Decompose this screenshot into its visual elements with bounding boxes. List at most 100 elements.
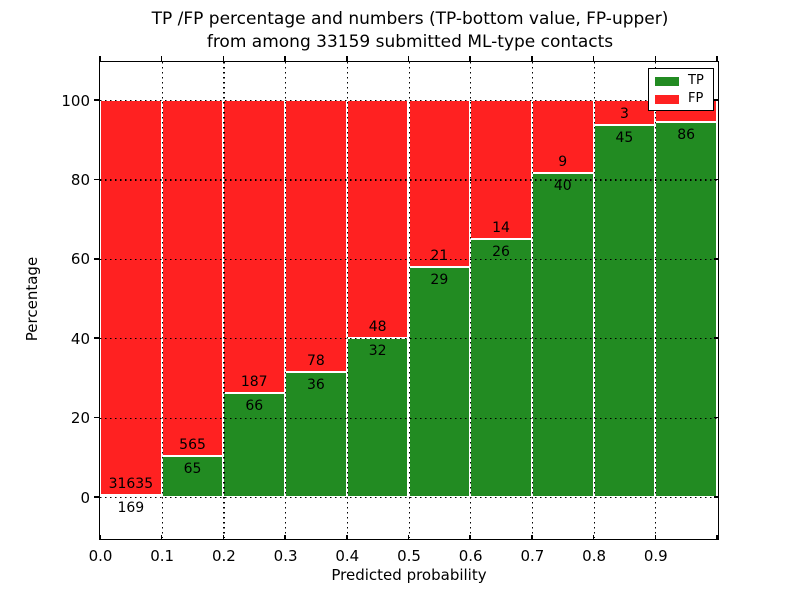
bar-segment-tp (655, 121, 717, 497)
fp-count-label: 3 (619, 105, 629, 122)
bar-segment-tp (408, 266, 471, 497)
x-tick-label: 0.8 (582, 547, 607, 565)
fp-count-label: 187 (240, 374, 268, 391)
y-tick-mark (93, 178, 99, 181)
chart-title-line1: TP /FP percentage and numbers (TP-bottom… (151, 9, 669, 29)
legend-item-fp: FP (655, 91, 713, 107)
y-tick-mark (93, 99, 99, 101)
y-tick-mark (93, 258, 99, 260)
x-tick-mark (654, 55, 657, 61)
gridline-vertical (470, 62, 472, 538)
gridline-vertical (593, 62, 595, 538)
y-tick-label: 80 (70, 170, 90, 189)
x-tick-mark (592, 55, 595, 61)
x-tick-mark (716, 534, 718, 540)
y-tick-mark (93, 337, 99, 339)
gridline-vertical (408, 62, 410, 538)
y-tick-mark (713, 416, 719, 419)
plot-area: TP FP 31635 169 565 65 187 66 78 36 48 32 21 29 14 26… (93, 55, 719, 540)
x-tick-label: 0.4 (335, 547, 360, 565)
gridline-vertical (285, 62, 287, 538)
fp-count-label: 78 (307, 352, 325, 369)
y-tick-mark (713, 178, 719, 181)
x-tick-mark (469, 55, 471, 61)
y-tick-mark (713, 337, 719, 339)
tp-count-label: 45 (615, 129, 634, 146)
bar-segment-tp (531, 173, 594, 497)
x-tick-mark (346, 55, 348, 61)
gridline-vertical (531, 62, 534, 538)
x-tick-label: 0.6 (458, 547, 483, 565)
x-tick-mark (346, 534, 348, 540)
x-tick-label: 0.5 (397, 547, 421, 565)
tp-count-label: 26 (492, 243, 510, 260)
bar-segment-fp (593, 100, 656, 125)
x-tick-mark (592, 534, 595, 540)
gridline-vertical (346, 62, 348, 538)
bar-segment-tp (100, 495, 162, 497)
x-tick-mark (531, 55, 533, 61)
y-tick-label: 60 (70, 250, 90, 269)
x-tick-mark (284, 55, 286, 61)
y-tick-mark (93, 496, 99, 498)
bar-segment-tp (470, 238, 532, 497)
y-tick-label: 40 (70, 329, 90, 348)
legend-item-tp: TP (655, 73, 713, 89)
y-tick-mark (93, 416, 99, 419)
fp-count-label: 21 (430, 247, 449, 264)
bar-segment-fp (285, 100, 347, 372)
y-tick-mark (713, 258, 719, 260)
tp-count-label: 169 (117, 500, 145, 516)
y-axis-title: Percentage (23, 256, 41, 342)
x-tick-label: 0.1 (150, 547, 175, 565)
x-tick-mark (99, 55, 101, 61)
x-tick-mark (531, 534, 533, 540)
tp-count-label: 65 (183, 461, 202, 478)
bar-segment-tp (161, 456, 224, 497)
bar-segment-fp (161, 100, 224, 457)
tp-count-label: 29 (430, 271, 449, 288)
tp-count-label: 40 (553, 178, 572, 195)
gridline-vertical (161, 62, 163, 538)
x-tick-mark (222, 55, 225, 61)
bar-segment-fp (223, 100, 286, 394)
legend-label-fp: FP (688, 91, 704, 106)
bar-segment-tp (593, 124, 656, 497)
y-tick-mark (713, 99, 719, 101)
bar-segment-tp (346, 338, 409, 497)
x-tick-label: 0.2 (211, 547, 236, 565)
chart-title-line2: from among 33159 submitted ML-type conta… (206, 32, 614, 52)
gridline-vertical (223, 62, 225, 538)
x-tick-mark (407, 534, 410, 540)
bar-segment-fp (408, 100, 471, 267)
bar-segment-tp (285, 371, 347, 497)
y-tick-label: 0 (80, 488, 90, 507)
chart-title: TP /FP percentage and numbers (TP-bottom… (60, 8, 760, 54)
tp-swatch-icon (655, 76, 679, 86)
x-tick-label: 0.7 (520, 547, 545, 565)
x-tick-label: 0.9 (643, 547, 668, 565)
x-tick-mark (222, 534, 225, 540)
fp-count-label: 48 (368, 319, 387, 336)
x-tick-mark (654, 534, 657, 540)
x-tick-mark (407, 55, 410, 61)
y-tick-mark (713, 496, 719, 498)
x-tick-mark (716, 55, 718, 61)
fp-count-label: 9 (558, 154, 568, 171)
bar-segment-fp (346, 100, 409, 339)
y-tick-label: 100 (61, 91, 90, 110)
x-tick-mark (284, 534, 286, 540)
gridline-vertical (655, 62, 657, 538)
legend-label-tp: TP (688, 73, 704, 88)
fp-count-label: 31635 (108, 476, 154, 492)
fp-swatch-icon (655, 94, 679, 104)
x-tick-mark (160, 55, 163, 61)
tp-count-label: 32 (368, 343, 387, 360)
x-tick-mark (160, 534, 163, 540)
bar-segment-fp (100, 100, 162, 495)
x-tick-label: 0.0 (88, 547, 113, 565)
legend: TP FP (648, 68, 714, 111)
tp-count-label: 66 (245, 398, 264, 415)
tp-count-label: 36 (307, 376, 325, 393)
